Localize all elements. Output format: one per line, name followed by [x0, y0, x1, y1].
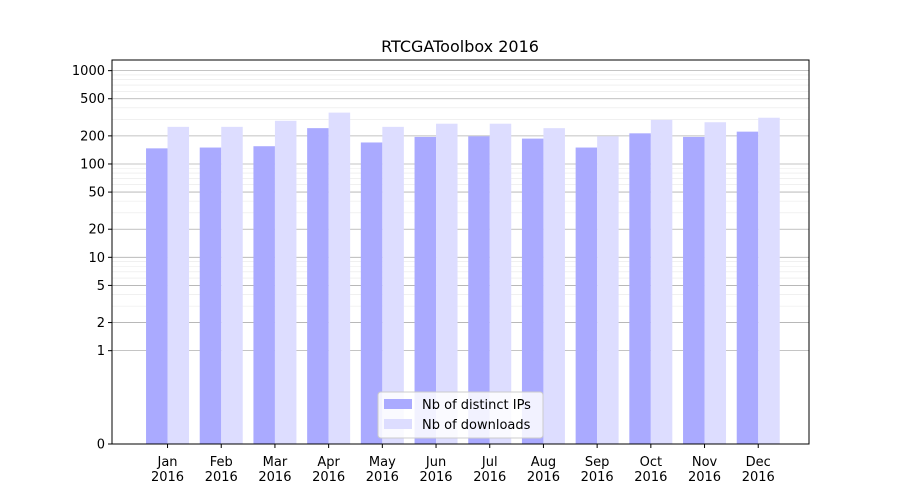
x-axis-ticks: Jan 2016 Feb 2016 Mar 2016 Apr 2016 May 2016 Jun 20…: [151, 444, 775, 485]
x-tick-label: Feb 2016: [205, 455, 238, 485]
bar: [468, 136, 490, 444]
y-tick-label: 100: [80, 157, 105, 172]
x-tick-label: Apr 2016: [312, 455, 345, 485]
y-tick-label: 10: [88, 251, 105, 266]
x-tick-label: Mar 2016: [258, 455, 291, 485]
y-tick-label: 50: [88, 186, 105, 201]
bars: [146, 112, 780, 445]
bar: [167, 126, 190, 444]
bar: [360, 142, 383, 444]
y-tick-label: 2: [97, 316, 105, 331]
y-axis-ticks: 0 1 2 5 10 20 50 100 200 500 1000: [72, 64, 112, 453]
y-tick-label: 200: [80, 129, 105, 144]
bar: [414, 136, 437, 444]
y-tick-label: 20: [88, 223, 105, 238]
bar: [683, 136, 705, 444]
x-tick-label: Jul 2016: [473, 455, 506, 485]
bar: [382, 126, 404, 444]
x-tick-label: Jun 2016: [419, 455, 452, 485]
y-tick-label: 1000: [72, 64, 105, 79]
bar: [629, 133, 651, 444]
chart-title: RTCGAToolbox 2016: [381, 37, 539, 56]
bar: [328, 112, 351, 445]
y-tick-label: 5: [97, 279, 105, 294]
bar: [521, 138, 544, 444]
x-tick-label: Aug 2016: [527, 455, 560, 485]
bar: [758, 117, 780, 444]
bar: [597, 136, 619, 444]
x-tick-label: Jan 2016: [151, 455, 184, 485]
bar: [274, 120, 297, 444]
y-tick-label: 1: [97, 344, 105, 359]
legend-label: Nb of downloads: [422, 418, 531, 433]
x-tick-label: Dec 2016: [742, 455, 775, 485]
bar: [221, 126, 243, 444]
bar: [543, 128, 565, 445]
bar: [436, 123, 458, 444]
bar: [650, 119, 673, 444]
bar: [704, 122, 727, 445]
legend-label: Nb of distinct IPs: [422, 398, 531, 413]
x-tick-label: Oct 2016: [634, 455, 667, 485]
legend-swatch: [384, 419, 412, 429]
x-tick-label: Sep 2016: [581, 455, 614, 485]
bar: [307, 128, 329, 445]
legend-swatch: [384, 399, 412, 409]
bar: [253, 146, 275, 444]
bar: [199, 147, 222, 444]
bar: [736, 131, 759, 444]
bar: [575, 147, 598, 444]
y-tick-label: 500: [80, 92, 105, 107]
bar: [489, 123, 512, 444]
bar: [146, 148, 168, 444]
x-tick-label: Nov 2016: [688, 455, 721, 485]
legend-box: [377, 391, 544, 439]
legend: Nb of distinct IPs Nb of downloads: [377, 391, 544, 439]
x-tick-label: May 2016: [366, 455, 399, 485]
y-tick-label: 0: [97, 438, 105, 453]
plot-area: [111, 59, 810, 445]
